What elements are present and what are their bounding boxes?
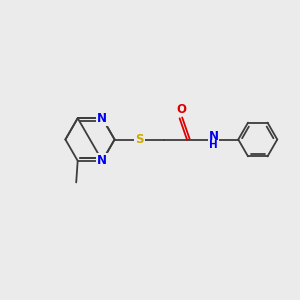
Text: S: S <box>135 133 143 146</box>
Text: O: O <box>176 103 186 116</box>
Text: N: N <box>97 154 107 167</box>
Text: N: N <box>208 130 219 143</box>
Text: N: N <box>97 112 107 125</box>
Text: H: H <box>209 140 218 150</box>
